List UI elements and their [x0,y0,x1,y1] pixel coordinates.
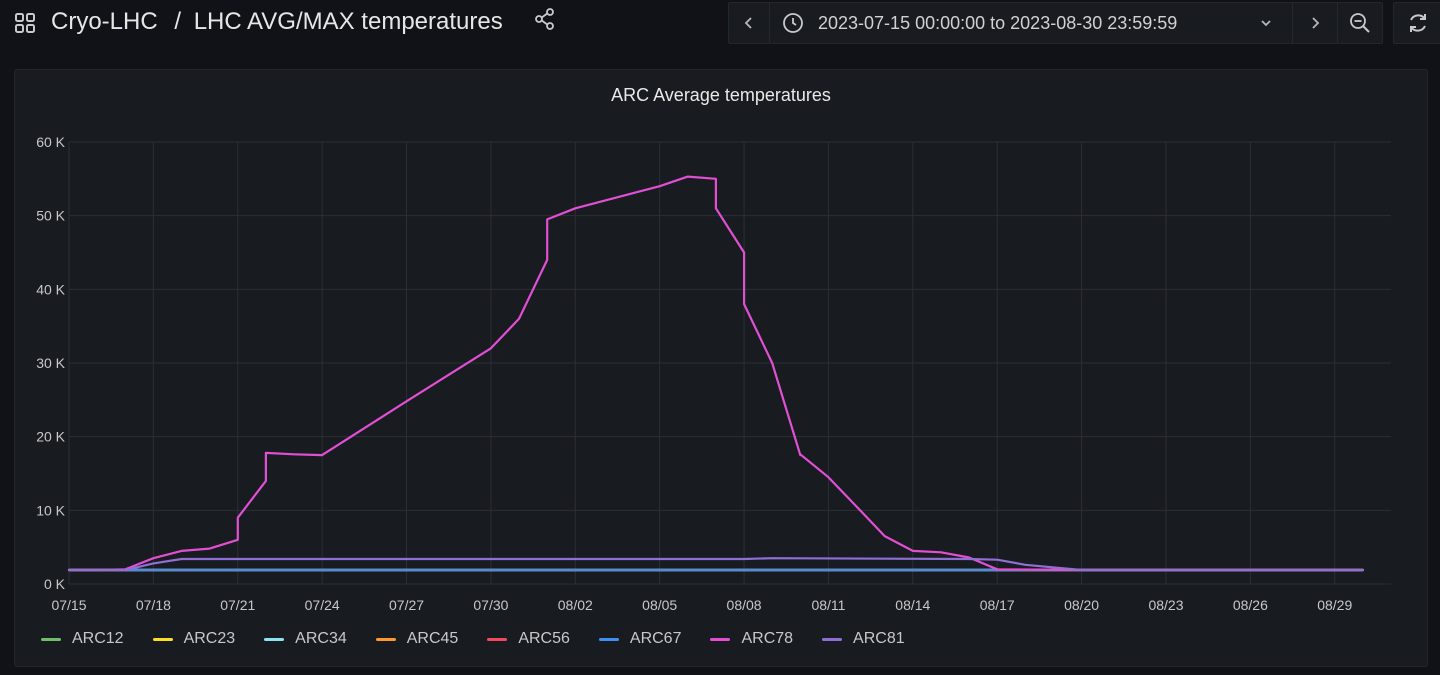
x-tick-label: 08/20 [1064,597,1099,613]
time-range-picker[interactable]: 2023-07-15 00:00:00 to 2023-08-30 23:59:… [770,3,1292,43]
time-shift-forward-button[interactable] [1293,3,1337,43]
time-range-controls: 2023-07-15 00:00:00 to 2023-08-30 23:59:… [728,2,1383,44]
time-range-text: 2023-07-15 00:00:00 to 2023-08-30 23:59:… [818,13,1178,33]
top-bar: Cryo-LHC / LHC AVG/MAX temperatures 2023… [0,0,1440,50]
legend-label: ARC67 [629,630,682,647]
chevron-left-icon [744,17,752,29]
y-tick-label: 50 K [36,208,65,224]
legend-item-arc12[interactable]: ARC12 [41,630,124,648]
legend-item-arc56[interactable]: ARC56 [487,630,570,648]
legend-swatch [41,637,61,641]
x-tick-label: 07/15 [51,597,86,613]
clock-icon [783,13,803,33]
legend-swatch [598,637,619,641]
breadcrumb-folder[interactable]: Cryo-LHC [51,8,158,35]
x-tick-label: 07/24 [305,597,340,613]
refresh-button[interactable] [1393,2,1440,44]
series-line-arc78 [67,175,1365,572]
dashboard-title[interactable]: LHC AVG/MAX temperatures [193,8,503,35]
legend-item-arc45[interactable]: ARC45 [375,630,459,648]
share-icon[interactable] [534,8,556,30]
series-line-arc81 [67,557,1365,572]
legend-swatch [487,637,508,641]
x-tick-label: 08/05 [642,597,677,613]
chevron-down-icon [1261,20,1271,27]
y-tick-label: 40 K [36,281,65,297]
legend-item-arc67[interactable]: ARC67 [598,630,682,648]
legend-swatch [822,637,843,641]
legend-label: ARC34 [295,630,347,647]
x-tick-label: 08/08 [727,597,762,613]
zoom-out-icon [1350,13,1370,33]
legend-label: ARC56 [518,630,570,647]
legend-item-arc34[interactable]: ARC34 [264,630,347,648]
x-tick-label: 08/29 [1317,597,1352,613]
y-tick-label: 20 K [36,429,65,445]
x-tick-label: 08/02 [558,597,593,613]
x-tick-label: 07/21 [220,597,255,613]
x-tick-label: 08/14 [895,597,930,613]
y-tick-label: 30 K [36,355,65,371]
x-tick-label: 08/11 [811,597,845,613]
legend-swatch [375,637,396,641]
legend-swatch [710,637,731,641]
panel-title[interactable]: ARC Average temperatures [611,85,831,105]
legend-label: ARC78 [741,630,794,647]
chevron-right-icon [1312,17,1320,29]
legend-swatch [152,637,173,641]
refresh-icon [1409,14,1426,32]
divider [1292,3,1293,43]
divider [1337,3,1338,43]
x-tick-label: 07/27 [389,597,424,613]
x-tick-label: 08/26 [1233,597,1268,613]
x-tick-label: 07/30 [473,597,508,613]
chart-panel: ARC Average temperatures 0 K 10 K 20 K 30 K… [14,69,1428,667]
x-tick-label: 08/17 [980,597,1015,613]
y-tick-label: 0 K [44,576,66,592]
breadcrumb-separator: / [174,8,182,35]
legend-label: ARC81 [853,630,905,647]
breadcrumb: Cryo-LHC / LHC AVG/MAX temperatures [51,8,503,36]
legend-label: ARC45 [406,630,459,647]
legend-item-arc81[interactable]: ARC81 [822,630,905,648]
time-shift-back-button[interactable] [729,3,769,43]
apps-icon[interactable] [14,12,36,34]
line-chart: 0 K 10 K 20 K 30 K 40 K 50 K 60 K 07/15 07/18 07/… [36,134,1391,613]
x-tick-label: 07/18 [136,597,171,613]
divider [769,3,770,43]
legend-swatch [264,637,285,641]
y-tick-label: 60 K [36,134,65,150]
x-tick-label: 08/23 [1148,597,1183,613]
legend-item-arc78[interactable]: ARC78 [710,630,793,648]
legend: ARC12 ARC23 ARC34 ARC45 ARC56 ARC67 ARC78 ARC81 [41,630,934,648]
zoom-out-button[interactable] [1338,3,1382,43]
y-tick-label: 10 K [36,502,65,518]
legend-label: ARC12 [72,630,124,647]
legend-label: ARC23 [183,630,236,647]
legend-item-arc23[interactable]: ARC23 [152,630,236,648]
